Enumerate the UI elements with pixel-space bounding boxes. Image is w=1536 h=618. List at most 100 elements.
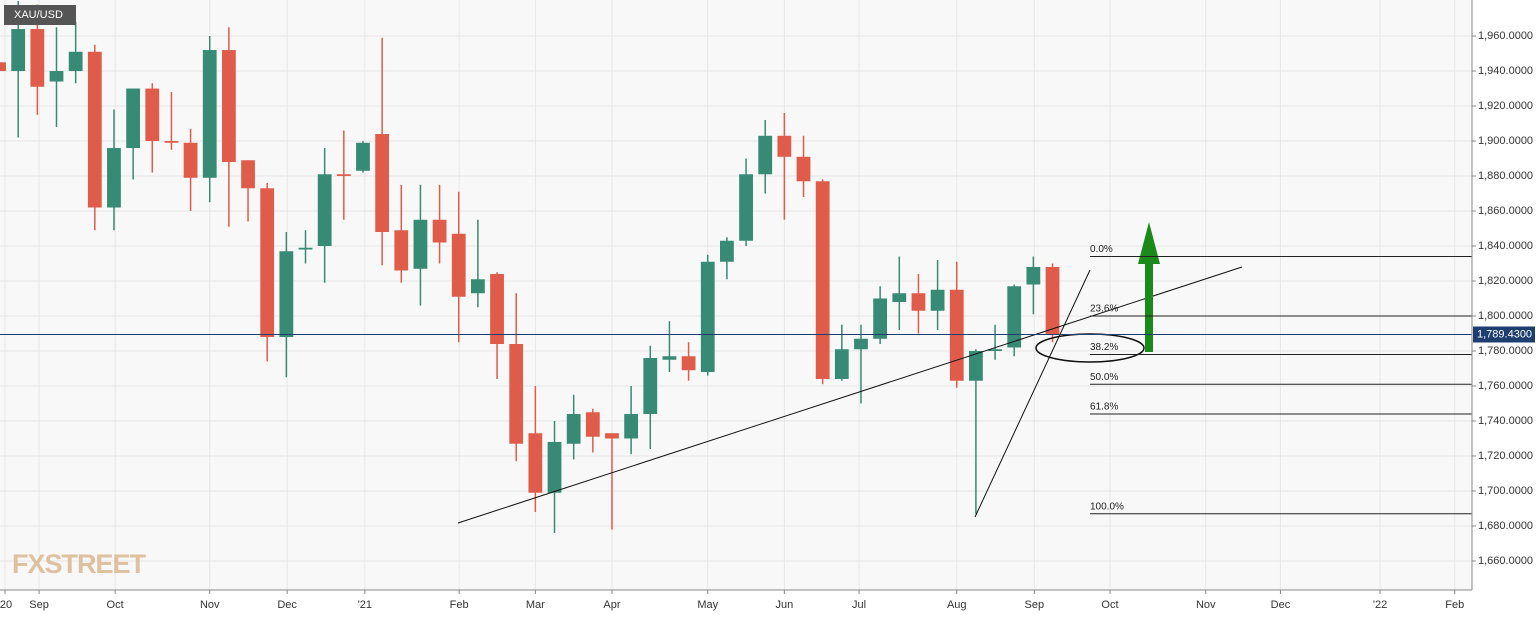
candle-body — [969, 350, 983, 381]
y-tick-label: 1,800.0000 — [1478, 310, 1533, 322]
candle-body — [777, 135, 792, 157]
candle-body — [49, 71, 64, 82]
candle-body — [279, 251, 294, 337]
candle-body — [758, 135, 773, 175]
symbol-label: XAU/USD — [14, 9, 63, 21]
candle-body — [241, 160, 255, 189]
y-tick-label: 1,660.0000 — [1478, 555, 1533, 567]
x-tick-label: Oct — [1101, 599, 1118, 611]
candle-body — [700, 261, 715, 372]
candle-body — [873, 298, 888, 339]
candle-body — [892, 293, 907, 302]
candle-body — [451, 233, 466, 297]
candle-body — [585, 412, 600, 437]
x-tick-label: Nov — [200, 599, 220, 611]
x-tick-label: Dec — [1271, 599, 1291, 611]
last-price-label: 1,789.4300 — [1477, 328, 1532, 340]
last-price-badge — [1473, 326, 1535, 343]
candle-body — [68, 51, 83, 72]
candle-body — [394, 230, 409, 271]
candle-body — [11, 29, 26, 72]
x-tick-label: Sep — [1025, 599, 1045, 611]
x-tick-label: '21 — [358, 599, 372, 611]
candle-body — [298, 247, 313, 250]
x-tick-label: Oct — [107, 599, 124, 611]
candle-body — [375, 134, 390, 233]
candle-body — [432, 219, 447, 243]
candle-body — [126, 88, 141, 149]
candle-body — [30, 29, 45, 87]
y-tick-label: 1,860.0000 — [1478, 205, 1533, 217]
fib-label: 61.8% — [1090, 402, 1118, 413]
x-tick-label: Nov — [1196, 599, 1216, 611]
trend-line — [974, 269, 1091, 518]
x-tick-label: May — [697, 599, 718, 611]
fib-label: 0.0% — [1090, 244, 1113, 255]
candle-body — [413, 219, 428, 269]
x-tick-label: Jul — [852, 599, 866, 611]
y-tick-label: 1,740.0000 — [1478, 415, 1533, 427]
candle-body — [815, 181, 830, 379]
watermark: FXSTREET — [12, 549, 147, 579]
y-tick-label: 1,720.0000 — [1478, 450, 1533, 462]
candle-body — [336, 174, 351, 177]
candle-body — [107, 148, 121, 208]
candle-body — [739, 174, 753, 241]
trend-line — [457, 266, 1243, 524]
candle-body — [183, 142, 198, 178]
fib-label: 38.2% — [1090, 342, 1118, 353]
candle-body — [509, 343, 524, 444]
y-tick-label: 1,920.0000 — [1478, 100, 1533, 112]
x-tick-label: '22 — [1373, 599, 1387, 611]
x-tick-label: Sep — [29, 599, 49, 611]
y-tick-label: 1,880.0000 — [1478, 170, 1533, 182]
y-tick-label: 1,940.0000 — [1478, 65, 1533, 77]
candle-body — [854, 338, 868, 350]
y-tick-label: 1,840.0000 — [1478, 240, 1533, 252]
drawings: 0.0% 23.6% 38.2% 50.0% 61.8% 100.0% — [0, 222, 1472, 524]
candle-body — [834, 349, 849, 379]
candle-body — [471, 279, 485, 294]
candle-body — [317, 174, 332, 247]
candle-body — [164, 141, 179, 143]
candle-body — [662, 356, 677, 360]
candle-body — [720, 240, 734, 262]
y-tick-label: 1,780.0000 — [1478, 345, 1533, 357]
x-tick-label: Apr — [603, 599, 620, 611]
y-tick-label: 1,680.0000 — [1478, 520, 1533, 532]
x-tick-label: '20 — [0, 599, 12, 611]
candle-body — [202, 50, 217, 178]
y-tick-label: 1,820.0000 — [1478, 275, 1533, 287]
fib-label: 23.6% — [1090, 304, 1118, 315]
y-tick-label: 1,700.0000 — [1478, 485, 1533, 497]
candle-body — [260, 188, 275, 337]
candle-body — [1007, 286, 1022, 348]
candle-body — [624, 413, 639, 439]
x-tick-label: Mar — [526, 599, 545, 611]
candle-body — [949, 289, 964, 381]
candle-body — [1026, 267, 1041, 285]
candle-body — [911, 293, 926, 311]
y-tick-label: 1,900.0000 — [1478, 135, 1533, 147]
fib-label: 100.0% — [1090, 501, 1124, 512]
x-tick-label: Jun — [775, 599, 793, 611]
candle-body — [0, 62, 6, 72]
x-tick-label: Aug — [947, 599, 967, 611]
candle-body — [490, 274, 504, 344]
x-tick-label: Feb — [450, 599, 469, 611]
candle-body — [528, 433, 543, 493]
candle-body — [221, 50, 236, 163]
candle-body — [566, 413, 581, 444]
candle-body — [145, 88, 160, 142]
fib-label: 50.0% — [1090, 372, 1118, 383]
candle-body — [988, 349, 1002, 351]
candle-body — [547, 441, 562, 493]
arrow-head — [1138, 222, 1160, 264]
candle-body — [643, 357, 658, 414]
candle-body — [1045, 267, 1060, 335]
candle-body — [796, 156, 811, 182]
candle-body — [605, 433, 619, 439]
candles — [0, 1, 1060, 533]
